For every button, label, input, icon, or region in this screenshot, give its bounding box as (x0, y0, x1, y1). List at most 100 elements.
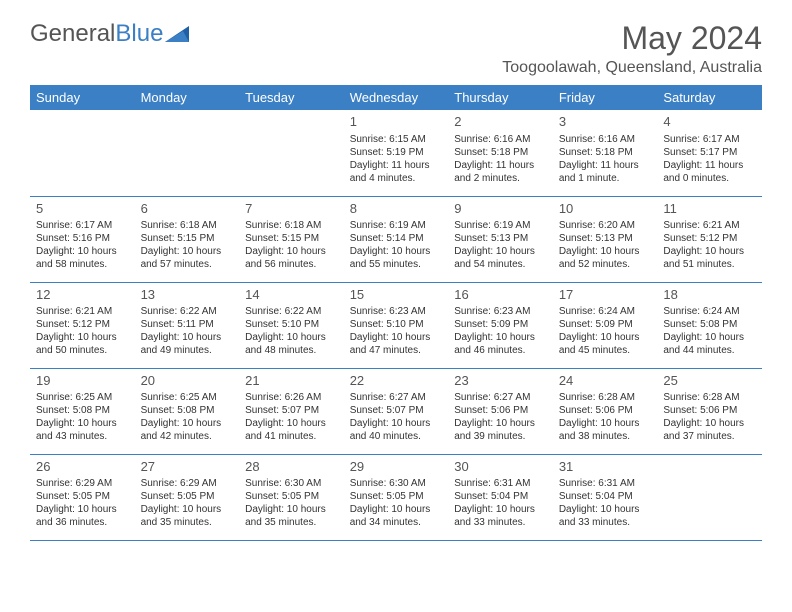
calendar-table: SundayMondayTuesdayWednesdayThursdayFrid… (30, 85, 762, 541)
day-number: 22 (350, 373, 443, 390)
day-dl2: and 41 minutes. (245, 430, 338, 443)
day-sunrise: Sunrise: 6:19 AM (350, 219, 443, 232)
calendar-cell: 20Sunrise: 6:25 AMSunset: 5:08 PMDayligh… (135, 368, 240, 454)
day-sunset: Sunset: 5:06 PM (663, 404, 756, 417)
calendar-body: 1 Sunrise: 6:15 AMSunset: 5:19 PMDaylight… (30, 110, 762, 540)
day-dl1: Daylight: 11 hours (559, 159, 652, 172)
calendar-cell: 19Sunrise: 6:25 AMSunset: 5:08 PMDayligh… (30, 368, 135, 454)
day-sunset: Sunset: 5:15 PM (141, 232, 234, 245)
day-number: 8 (350, 201, 443, 218)
day-number: 12 (36, 287, 129, 304)
calendar-week-row: 5Sunrise: 6:17 AMSunset: 5:16 PMDaylight… (30, 196, 762, 282)
day-sunset: Sunset: 5:11 PM (141, 318, 234, 331)
day-sunrise: Sunrise: 6:29 AM (36, 477, 129, 490)
day-sunrise: Sunrise: 6:16 AM (454, 133, 547, 146)
day-dl1: Daylight: 10 hours (141, 417, 234, 430)
day-number: 10 (559, 201, 652, 218)
day-details: Sunrise: 6:19 AMSunset: 5:14 PMDaylight:… (350, 219, 443, 271)
day-dl2: and 34 minutes. (350, 516, 443, 529)
day-dl2: and 40 minutes. (350, 430, 443, 443)
day-dl2: and 35 minutes. (245, 516, 338, 529)
calendar-cell: 8Sunrise: 6:19 AMSunset: 5:14 PMDaylight… (344, 196, 449, 282)
day-number: 16 (454, 287, 547, 304)
day-sunrise: Sunrise: 6:31 AM (454, 477, 547, 490)
day-sunrise: Sunrise: 6:31 AM (559, 477, 652, 490)
day-sunset: Sunset: 5:15 PM (245, 232, 338, 245)
logo-triangle-icon (165, 24, 191, 44)
day-sunset: Sunset: 5:08 PM (141, 404, 234, 417)
day-dl2: and 56 minutes. (245, 258, 338, 271)
day-sunrise: Sunrise: 6:24 AM (559, 305, 652, 318)
day-sunrise: Sunrise: 6:23 AM (454, 305, 547, 318)
day-number: 20 (141, 373, 234, 390)
calendar-cell: 29Sunrise: 6:30 AMSunset: 5:05 PMDayligh… (344, 454, 449, 540)
day-sunrise: Sunrise: 6:25 AM (36, 391, 129, 404)
day-details: Sunrise: 6:23 AMSunset: 5:10 PMDaylight:… (350, 305, 443, 357)
day-details: Sunrise: 6:15 AMSunset: 5:19 PMDaylight:… (350, 133, 443, 185)
day-details: Sunrise: 6:17 AMSunset: 5:16 PMDaylight:… (36, 219, 129, 271)
day-sunset: Sunset: 5:17 PM (663, 146, 756, 159)
day-details: Sunrise: 6:29 AMSunset: 5:05 PMDaylight:… (36, 477, 129, 529)
weekday-header: Saturday (657, 85, 762, 110)
calendar-cell: 10Sunrise: 6:20 AMSunset: 5:13 PMDayligh… (553, 196, 658, 282)
day-number: 21 (245, 373, 338, 390)
day-dl1: Daylight: 10 hours (454, 245, 547, 258)
day-details: Sunrise: 6:24 AMSunset: 5:08 PMDaylight:… (663, 305, 756, 357)
day-sunset: Sunset: 5:06 PM (454, 404, 547, 417)
day-sunrise: Sunrise: 6:18 AM (245, 219, 338, 232)
day-sunrise: Sunrise: 6:27 AM (454, 391, 547, 404)
day-sunset: Sunset: 5:04 PM (559, 490, 652, 503)
day-sunrise: Sunrise: 6:21 AM (663, 219, 756, 232)
calendar-cell: 25Sunrise: 6:28 AMSunset: 5:06 PMDayligh… (657, 368, 762, 454)
calendar-cell: 27Sunrise: 6:29 AMSunset: 5:05 PMDayligh… (135, 454, 240, 540)
day-number: 17 (559, 287, 652, 304)
calendar-cell: 30Sunrise: 6:31 AMSunset: 5:04 PMDayligh… (448, 454, 553, 540)
day-dl2: and 48 minutes. (245, 344, 338, 357)
calendar-cell: 1 Sunrise: 6:15 AMSunset: 5:19 PMDaylight… (344, 110, 449, 196)
day-dl2: and 38 minutes. (559, 430, 652, 443)
day-dl1: Daylight: 10 hours (350, 417, 443, 430)
title-block: May 2024 Toogoolawah, Queensland, Austra… (502, 20, 762, 77)
calendar-cell: 16Sunrise: 6:23 AMSunset: 5:09 PMDayligh… (448, 282, 553, 368)
day-number: 24 (559, 373, 652, 390)
day-sunrise: Sunrise: 6:21 AM (36, 305, 129, 318)
day-dl2: and 36 minutes. (36, 516, 129, 529)
day-sunset: Sunset: 5:12 PM (663, 232, 756, 245)
calendar-week-row: 12Sunrise: 6:21 AMSunset: 5:12 PMDayligh… (30, 282, 762, 368)
day-sunset: Sunset: 5:06 PM (559, 404, 652, 417)
day-details: Sunrise: 6:16 AMSunset: 5:18 PMDaylight:… (559, 133, 652, 185)
day-sunset: Sunset: 5:10 PM (350, 318, 443, 331)
day-details: Sunrise: 6:31 AMSunset: 5:04 PMDaylight:… (559, 477, 652, 529)
day-number: 6 (141, 201, 234, 218)
day-sunset: Sunset: 5:14 PM (350, 232, 443, 245)
day-dl1: Daylight: 10 hours (141, 503, 234, 516)
day-dl1: Daylight: 10 hours (350, 331, 443, 344)
day-dl2: and 44 minutes. (663, 344, 756, 357)
day-dl1: Daylight: 10 hours (36, 417, 129, 430)
day-dl2: and 33 minutes. (454, 516, 547, 529)
day-sunrise: Sunrise: 6:28 AM (559, 391, 652, 404)
logo-text-gray: General (30, 20, 115, 48)
day-number: 9 (454, 201, 547, 218)
day-dl2: and 58 minutes. (36, 258, 129, 271)
day-dl2: and 1 minute. (559, 172, 652, 185)
day-details: Sunrise: 6:27 AMSunset: 5:06 PMDaylight:… (454, 391, 547, 443)
day-number: 1 (350, 114, 443, 131)
calendar-week-row: 19Sunrise: 6:25 AMSunset: 5:08 PMDayligh… (30, 368, 762, 454)
day-sunset: Sunset: 5:05 PM (350, 490, 443, 503)
day-dl2: and 49 minutes. (141, 344, 234, 357)
day-details: Sunrise: 6:26 AMSunset: 5:07 PMDaylight:… (245, 391, 338, 443)
calendar-cell: 5Sunrise: 6:17 AMSunset: 5:16 PMDaylight… (30, 196, 135, 282)
day-details: Sunrise: 6:16 AMSunset: 5:18 PMDaylight:… (454, 133, 547, 185)
day-details: Sunrise: 6:30 AMSunset: 5:05 PMDaylight:… (350, 477, 443, 529)
calendar-cell: 2Sunrise: 6:16 AMSunset: 5:18 PMDaylight… (448, 110, 553, 196)
calendar-cell (30, 110, 135, 196)
calendar-cell: 14Sunrise: 6:22 AMSunset: 5:10 PMDayligh… (239, 282, 344, 368)
day-number: 27 (141, 459, 234, 476)
day-dl1: Daylight: 11 hours (454, 159, 547, 172)
day-dl1: Daylight: 10 hours (245, 331, 338, 344)
weekday-header: Tuesday (239, 85, 344, 110)
day-sunset: Sunset: 5:10 PM (245, 318, 338, 331)
day-sunrise: Sunrise: 6:20 AM (559, 219, 652, 232)
day-dl2: and 54 minutes. (454, 258, 547, 271)
